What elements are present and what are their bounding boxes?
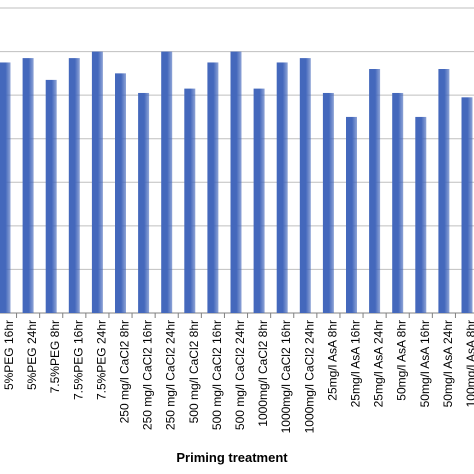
bar	[299, 58, 311, 313]
bar	[276, 62, 288, 313]
bar	[138, 92, 150, 313]
bar	[438, 69, 450, 313]
bar	[322, 92, 334, 313]
bar	[91, 51, 103, 313]
x-tick-label: 7.5%PEG 8hr	[48, 320, 62, 393]
x-tick-label: 25mg/l AsA 8hr	[325, 320, 339, 401]
x-tick-label: 7.5%PEG 24hr	[94, 320, 108, 400]
x-tick-label: 1000mg/l CaCl2 8hr	[256, 320, 270, 427]
x-tick-label: 5%PEG 16hr	[2, 320, 16, 390]
bar	[0, 62, 11, 313]
x-tick-label: 25mg/l AsA 24hr	[372, 320, 386, 407]
bar	[461, 97, 473, 313]
bar	[161, 51, 173, 313]
bar	[184, 88, 196, 313]
x-tick-label: 250 mg/l CaCl2 24hr	[164, 320, 178, 430]
bar	[346, 116, 357, 313]
bar	[22, 58, 34, 313]
bar	[369, 69, 381, 313]
x-tick-label: 100mg/l AsA 8hr	[464, 320, 474, 407]
bar	[45, 79, 57, 314]
x-tick-label: 250 mg/l CaCl2 16hr	[141, 320, 155, 430]
x-tick-label: 1000mg/l CaCl2 16hr	[279, 320, 293, 433]
x-tick-label: 1000mg/l CaCl2 24hr	[302, 320, 316, 433]
bar	[115, 73, 126, 313]
bar	[230, 51, 242, 313]
x-axis-title: Priming treatment	[176, 450, 288, 465]
x-tick-label: 50mg/l AsA 8hr	[395, 320, 409, 401]
x-tick-label: 250 mg/l CaCl2 8hr	[118, 320, 132, 423]
x-tick-label: 500 mg/l CaCl2 24hr	[233, 320, 247, 430]
x-tick-label: 5%PEG 24hr	[25, 320, 39, 390]
x-tick-label: 50mg/l AsA 16hr	[418, 320, 432, 407]
bar	[68, 58, 80, 313]
bar	[392, 92, 404, 313]
x-tick-label: 25mg/l AsA 16hr	[349, 320, 363, 407]
x-tick-label: 500 mg/l CaCl2 16hr	[210, 320, 224, 430]
bar	[207, 62, 219, 313]
x-tick-label: 50mg/l AsA 24hr	[441, 320, 455, 407]
x-tick-label: 500 mg/l CaCl2 8hr	[187, 320, 201, 423]
bar	[415, 116, 427, 313]
x-tick-label: 7.5%PEG 16hr	[71, 320, 85, 400]
bar	[253, 88, 265, 313]
